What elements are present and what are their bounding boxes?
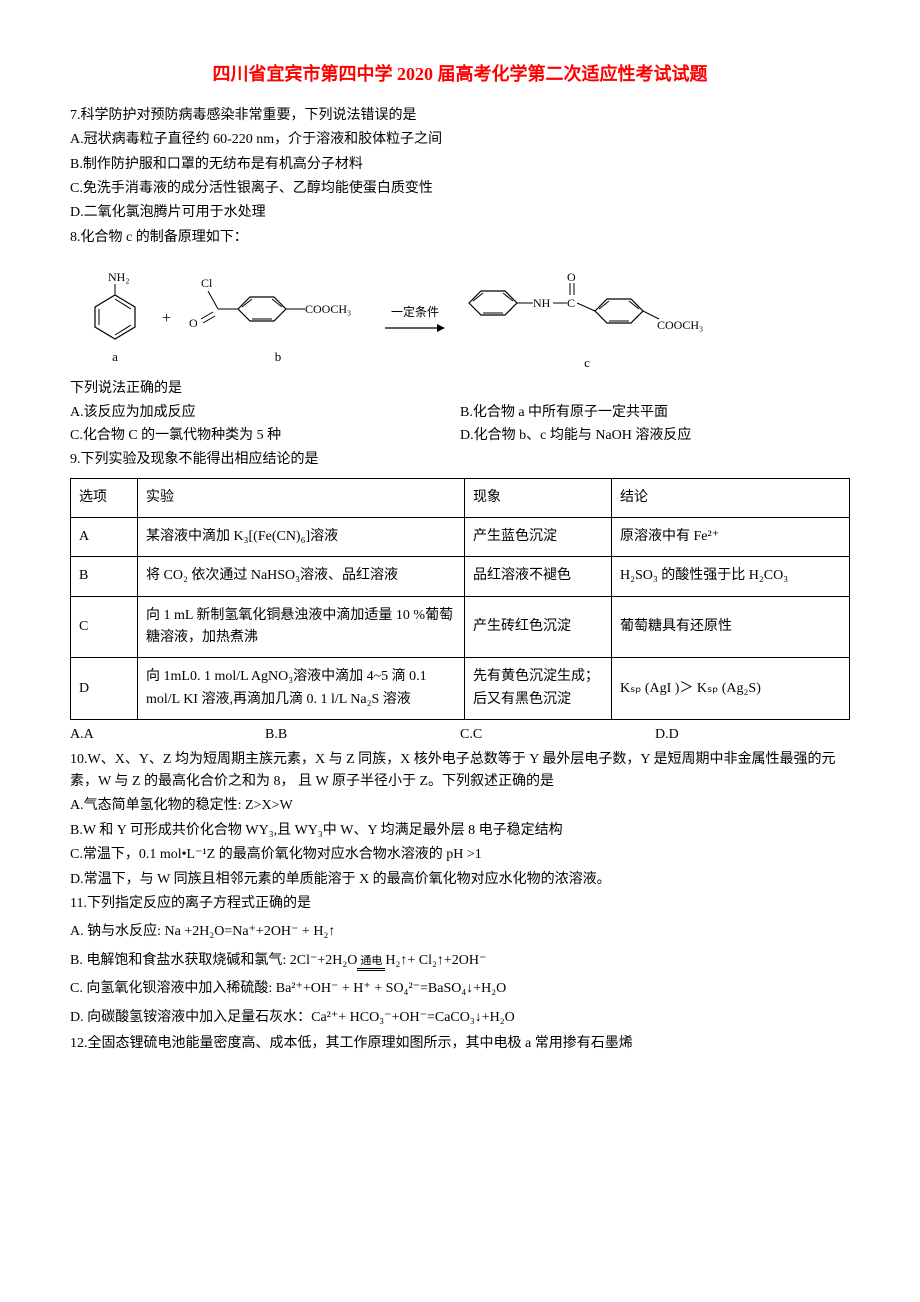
table-row: B 将 CO₂ 依次通过 NaHSO₃溶液、品红溶液 品红溶液不褪色 H₂SO₃… [71, 557, 850, 596]
table-row: D 向 1mL0. 1 mol/L AgNO₃溶液中滴加 4~5 滴 0.1 m… [71, 658, 850, 720]
q11b-pre: B. 电解饱和食盐水获取烧碱和氯气: 2Cl⁻+2H₂O [70, 953, 357, 968]
q9-ans-c: C.C [460, 724, 655, 746]
table-row: A 某溶液中滴加 K₃[(Fe(CN)₆]溶液 产生蓝色沉淀 原溶液中有 Fe²… [71, 517, 850, 556]
cell-exp: 向 1 mL 新制氢氧化铜悬浊液中滴加适量 10 %葡萄糖溶液，加热煮沸 [138, 596, 465, 658]
q9-stem: 9.下列实验及现象不能得出相应结论的是 [70, 449, 850, 471]
cell-opt: A [71, 517, 138, 556]
svg-text:COOCH₃: COOCH₃ [305, 302, 351, 316]
q8-options-row2: C.化合物 C 的一氯代物种类为 5 种 D.化合物 b、c 均能与 NaOH … [70, 425, 850, 447]
q8-opt-d: D.化合物 b、c 均能与 NaOH 溶液反应 [460, 425, 850, 447]
q8-opt-a: A.该反应为加成反应 [70, 402, 460, 424]
electrolysis-condition: 通电 [357, 956, 385, 972]
svg-text:NH: NH [533, 296, 551, 310]
molecule-a: NH₂ a [80, 269, 150, 368]
q8-reaction-diagram: NH₂ a + Cl O COOCH₃ b 一定条件 [80, 263, 850, 374]
th-phenomenon: 现象 [465, 478, 612, 517]
q10-opt-d: D.常温下，与 W 同族且相邻元素的单质能溶于 X 的最高价氧化物对应水化物的浓… [70, 869, 850, 891]
q7-opt-d: D.二氧化氯泡腾片可用于水处理 [70, 202, 850, 224]
cell-opt: B [71, 557, 138, 596]
q9-ans-a: A.A [70, 724, 265, 746]
molecule-c: NH C O COOCH₃ c [457, 263, 717, 374]
reaction-arrow: 一定条件 [385, 303, 445, 334]
q7-stem: 7.科学防护对预防病毒感染非常重要，下列说法错误的是 [70, 105, 850, 127]
q9-answers: A.A B.B C.C D.D [70, 724, 850, 746]
q8-options-row1: A.该反应为加成反应 B.化合物 a 中所有原子一定共平面 [70, 402, 850, 424]
q8-opt-b: B.化合物 a 中所有原子一定共平面 [460, 402, 850, 424]
table-row: C 向 1 mL 新制氢氧化铜悬浊液中滴加适量 10 %葡萄糖溶液，加热煮沸 产… [71, 596, 850, 658]
q11-stem: 11.下列指定反应的离子方程式正确的是 [70, 893, 850, 915]
q11-opt-b: B. 电解饱和食盐水获取烧碱和氯气: 2Cl⁻+2H₂O通电H₂↑+ Cl₂↑+… [70, 950, 850, 972]
q8-opt-c: C.化合物 C 的一氯代物种类为 5 种 [70, 425, 460, 447]
table-header-row: 选项 实验 现象 结论 [71, 478, 850, 517]
q11-opt-d: D. 向碳酸氢铵溶液中加入足量石灰水：Ca²⁺+ HCO₃⁻+OH⁻=CaCO₃… [70, 1007, 850, 1029]
svg-text:Cl: Cl [201, 276, 213, 290]
page-title: 四川省宜宾市第四中学 2020 届高考化学第二次适应性考试试题 [70, 60, 850, 89]
q10-opt-a: A.气态简单氢化物的稳定性: Z>X>W [70, 795, 850, 817]
svg-text:C: C [567, 296, 575, 310]
q11-opt-c: C. 向氢氧化钡溶液中加入稀硫酸: Ba²⁺+OH⁻ + H⁺ + SO₄²⁻=… [70, 978, 850, 1000]
plus-sign: + [162, 306, 171, 332]
cell-con: H₂SO₃ 的酸性强于比 H₂CO₃ [612, 557, 850, 596]
cell-exp: 向 1mL0. 1 mol/L AgNO₃溶液中滴加 4~5 滴 0.1 mol… [138, 658, 465, 720]
cell-opt: D [71, 658, 138, 720]
svg-text:COOCH₃: COOCH₃ [657, 318, 703, 332]
cell-con: Kₛₚ (AgI )＞ Kₛₚ (Ag₂S) [612, 658, 850, 720]
label-c: c [457, 353, 717, 374]
label-a: a [80, 347, 150, 368]
q8-sub: 下列说法正确的是 [70, 378, 850, 400]
cell-phe: 品红溶液不褪色 [465, 557, 612, 596]
q9-table: 选项 实验 现象 结论 A 某溶液中滴加 K₃[(Fe(CN)₆]溶液 产生蓝色… [70, 478, 850, 721]
svg-text:O: O [567, 270, 576, 284]
q7-opt-b: B.制作防护服和口罩的无纺布是有机高分子材料 [70, 154, 850, 176]
svg-text:NH₂: NH₂ [108, 270, 130, 284]
cell-phe: 产生砖红色沉淀 [465, 596, 612, 658]
th-conclusion: 结论 [612, 478, 850, 517]
cell-exp: 将 CO₂ 依次通过 NaHSO₃溶液、品红溶液 [138, 557, 465, 596]
cell-opt: C [71, 596, 138, 658]
th-option: 选项 [71, 478, 138, 517]
q7-opt-c: C.免洗手消毒液的成分活性银离子、乙醇均能使蛋白质变性 [70, 178, 850, 200]
arrow-condition: 一定条件 [391, 303, 439, 322]
q12-stem: 12.全固态锂硫电池能量密度高、成本低，其工作原理如图所示，其中电极 a 常用掺… [70, 1033, 850, 1055]
molecule-b: Cl O COOCH₃ b [183, 269, 373, 368]
label-b: b [183, 347, 373, 368]
cell-con: 原溶液中有 Fe²⁺ [612, 517, 850, 556]
cond-text: 通电 [360, 956, 382, 967]
q11-opt-a: A. 钠与水反应: Na +2H₂O=Na⁺+2OH⁻ + H₂↑ [70, 921, 850, 943]
q9-ans-b: B.B [265, 724, 460, 746]
th-experiment: 实验 [138, 478, 465, 517]
q10-stem: 10.W、X、Y、Z 均为短周期主族元素，X 与 Z 同族，X 核外电子总数等于… [70, 749, 850, 794]
q11b-post: H₂↑+ Cl₂↑+2OH⁻ [385, 953, 486, 968]
svg-text:O: O [189, 316, 198, 330]
q8-stem: 8.化合物 c 的制备原理如下： [70, 227, 850, 249]
q7-opt-a: A.冠状病毒粒子直径约 60-220 nm，介于溶液和胶体粒子之间 [70, 129, 850, 151]
cell-con: 葡萄糖具有还原性 [612, 596, 850, 658]
q10-opt-b: B.W 和 Y 可形成共价化合物 WY₃,且 WY₃中 W、Y 均满足最外层 8… [70, 820, 850, 842]
cell-phe: 先有黄色沉淀生成；后又有黑色沉淀 [465, 658, 612, 720]
q10-opt-c: C.常温下，0.1 mol•L⁻¹Z 的最高价氧化物对应水合物水溶液的 pH >… [70, 844, 850, 866]
q9-ans-d: D.D [655, 724, 850, 746]
cell-phe: 产生蓝色沉淀 [465, 517, 612, 556]
cell-exp: 某溶液中滴加 K₃[(Fe(CN)₆]溶液 [138, 517, 465, 556]
